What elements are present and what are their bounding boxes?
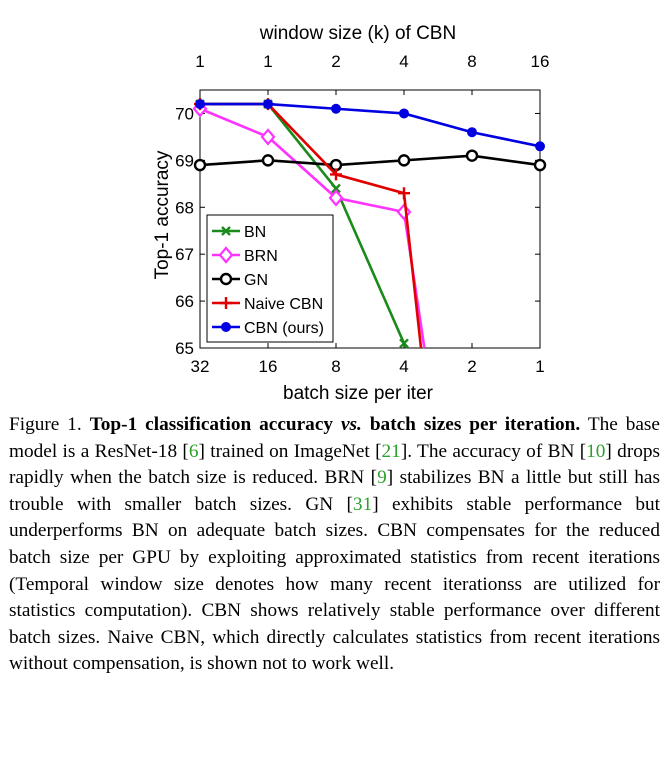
- legend-marker: [218, 246, 234, 264]
- top-axis-title: window size (k) of CBN: [259, 23, 456, 44]
- plot-axes: 32 16 8 4 2 1 1 1 2 4 8 16 65 66 67 68 69 70: [175, 52, 549, 376]
- citation-link[interactable]: 21: [381, 440, 401, 462]
- y-tick-label: 65: [175, 339, 194, 358]
- data-point: [331, 103, 341, 114]
- x-tick-label: 16: [259, 357, 278, 376]
- caption-label: Figure 1.: [9, 414, 82, 435]
- legend-marker: [220, 297, 232, 309]
- x-tick-label: 1: [535, 357, 544, 376]
- x-tick-label: 32: [191, 357, 210, 376]
- data-point: [328, 189, 344, 207]
- data-point: [263, 99, 273, 110]
- series-gn: [193, 149, 547, 172]
- top-tick-label: 1: [263, 52, 272, 71]
- data-point: [533, 158, 547, 172]
- top-tick-label: 1: [195, 52, 204, 71]
- y-tick-label: 68: [175, 198, 194, 217]
- top-tick-label: 16: [531, 52, 550, 71]
- data-point: [193, 158, 207, 172]
- data-point: [396, 203, 412, 221]
- figure-caption: Figure 1. Top-1 classification accuracy …: [9, 412, 660, 678]
- legend-label: BRN: [244, 248, 278, 265]
- x-tick-label: 4: [399, 357, 408, 376]
- plot-frame: [199, 89, 541, 349]
- caption-bold-b: batch sizes per iteration.: [369, 414, 581, 435]
- caption-text-2: ] trained on ImageNet [: [198, 440, 382, 462]
- legend-marker: [219, 272, 233, 286]
- y-tick-label: 67: [175, 245, 194, 264]
- legend-marker: [221, 226, 231, 236]
- caption-bold-a: Top-1 classification accuracy: [89, 414, 334, 435]
- top-tick-label: 4: [399, 52, 408, 71]
- data-point: [465, 149, 479, 162]
- series-layer: [192, 98, 547, 349]
- legend-label: Naive CBN: [244, 296, 323, 313]
- x-axis-title: batch size per iter: [283, 383, 434, 404]
- data-point: [535, 141, 545, 152]
- x-tick-label: 2: [467, 357, 476, 376]
- accuracy-chart: window size (k) of CBN batch size per it…: [152, 23, 549, 404]
- series-line: [200, 102, 541, 148]
- citation-link[interactable]: 10: [586, 440, 606, 462]
- caption-text-5: ] stabilizes BN a little but still has t…: [9, 467, 660, 515]
- y-tick-label: 69: [175, 151, 194, 170]
- legend-label: GN: [244, 272, 268, 289]
- data-point: [261, 154, 275, 167]
- series-cbn-ours: [195, 99, 545, 152]
- legend-marker: [221, 322, 231, 332]
- data-point: [260, 128, 276, 146]
- y-tick-label: 70: [175, 104, 194, 123]
- data-point: [195, 99, 205, 110]
- data-point: [397, 154, 411, 167]
- legend: BN BRN GN Naive CBN CBN (ours): [206, 214, 334, 343]
- data-point: [330, 168, 342, 181]
- top-tick-label: 2: [331, 52, 340, 71]
- citation-link[interactable]: 6: [188, 440, 199, 462]
- data-point: [398, 187, 410, 200]
- caption-text-3: ]. The accuracy of BN [: [400, 440, 587, 462]
- x-tick-label: 8: [331, 357, 340, 376]
- caption-text-4: ] drops rapidly when the batch size is r…: [9, 440, 661, 489]
- y-axis-title: Top-1 accuracy: [152, 150, 173, 279]
- data-point: [467, 127, 477, 138]
- legend-label: CBN (ours): [244, 320, 324, 337]
- citation-link[interactable]: 9: [377, 467, 387, 489]
- top-tick-label: 8: [467, 52, 476, 71]
- y-tick-label: 66: [175, 292, 194, 311]
- citation-link[interactable]: 31: [352, 493, 373, 515]
- series-line: [199, 154, 541, 167]
- data-point: [399, 338, 409, 349]
- caption-text-6: ] exhibits stable performance but underp…: [9, 493, 660, 675]
- legend-label: BN: [244, 224, 266, 241]
- caption-vs: vs.: [340, 414, 362, 435]
- data-point: [399, 108, 409, 119]
- data-point: [331, 183, 341, 194]
- caption-text-1: The base model is a ResNet-18 [: [9, 414, 660, 462]
